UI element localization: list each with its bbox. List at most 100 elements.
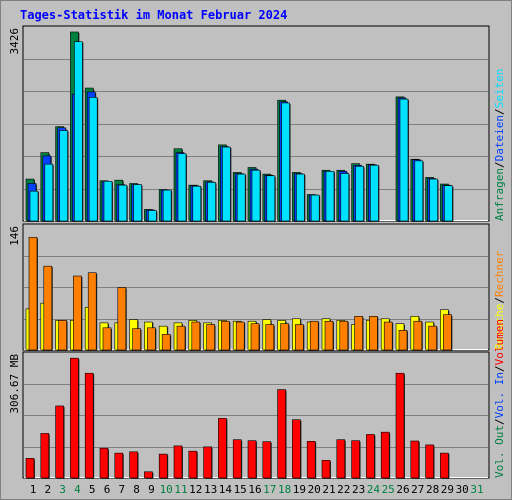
bar-volumen-day-5 (84, 372, 94, 479)
x-tick-label-21: 21 (322, 483, 335, 496)
x-tick-label-25: 25 (382, 483, 395, 496)
bar-volumen-day-29 (440, 452, 449, 479)
legend-entry-vol-out: Vol. Out (493, 425, 506, 478)
x-tick-label-13: 13 (204, 483, 217, 496)
bar-seiten-day-6 (103, 180, 113, 222)
x-tick-label-28: 28 (426, 483, 439, 496)
bar-seiten-day-20 (310, 194, 320, 222)
bar-volumen-day-19 (292, 419, 301, 479)
bar-rechner-day-13 (206, 324, 215, 351)
y-max-label-top: 3426 (8, 28, 21, 55)
bar-seiten-day-26 (399, 98, 409, 222)
bar-volumen-day-18 (277, 389, 286, 479)
bar-rechner-day-21 (324, 320, 334, 351)
bar-volumen-day-13 (203, 446, 212, 479)
bar-seiten-day-7 (118, 184, 128, 222)
bar-rechner-day-5 (87, 272, 97, 351)
legend-entry-dateien: Dateien (493, 115, 506, 161)
bar-volumen-day-2 (40, 433, 50, 479)
x-tick-label-1: 1 (30, 483, 37, 496)
x-tick-label-9: 9 (148, 483, 155, 496)
bar-rechner-day-7 (117, 287, 127, 351)
x-tick-label-22: 22 (337, 483, 350, 496)
legend-entry-seiten: Seiten (493, 69, 506, 109)
bar-rechner-day-6 (102, 327, 112, 351)
bar-rechner-day-24 (369, 316, 378, 351)
bar-rechner-day-15 (235, 321, 245, 351)
x-tick-label-23: 23 (352, 483, 365, 496)
x-tick-label-16: 16 (248, 483, 261, 496)
x-tick-label-7: 7 (118, 483, 125, 496)
bar-rechner-day-20 (309, 320, 319, 351)
bar-volumen-day-12 (188, 450, 198, 479)
bar-volumen-day-3 (55, 405, 64, 479)
bar-rechner-day-3 (58, 320, 67, 351)
bar-seiten-day-2 (44, 163, 54, 222)
bar-seiten-day-15 (236, 173, 246, 222)
bar-rechner-day-19 (295, 324, 304, 351)
bar-volumen-day-17 (262, 441, 272, 479)
bar-seiten-day-11 (177, 153, 187, 222)
chart-title: Tages-Statistik im Monat Februar 2024 (20, 8, 288, 22)
bar-volumen-day-28 (425, 444, 434, 479)
bar-seiten-day-29 (444, 185, 453, 222)
bar-volumen-day-8 (129, 451, 138, 479)
y-max-label-middle: 146 (8, 226, 21, 246)
bar-seiten-day-22 (340, 173, 350, 222)
bar-seiten-day-18 (281, 102, 290, 222)
y-max-label-bottom: 306.67 MB (8, 354, 21, 414)
x-tick-label-5: 5 (89, 483, 96, 496)
legend-top: Anfragen/Dateien/Seiten (493, 69, 506, 221)
bar-rechner-day-9 (147, 327, 156, 351)
bar-volumen-day-27 (410, 440, 420, 479)
x-tick-label-6: 6 (104, 483, 111, 496)
bar-seiten-day-8 (133, 184, 142, 222)
bar-rechner-day-10 (161, 334, 171, 351)
bar-volumen-day-9 (144, 471, 153, 479)
bar-seiten-day-16 (251, 169, 261, 222)
bar-volumen-day-4 (70, 357, 79, 479)
x-tick-label-3: 3 (59, 483, 66, 496)
bar-rechner-day-11 (176, 325, 186, 351)
bar-rechner-day-1 (28, 237, 38, 351)
legend-middle: Besuche/Rechner (493, 250, 506, 350)
x-tick-label-10: 10 (160, 483, 173, 496)
x-tick-label-14: 14 (219, 483, 233, 496)
bar-volumen-day-23 (351, 440, 360, 479)
x-tick-label-4: 4 (74, 483, 81, 496)
bar-volumen-day-14 (218, 418, 227, 479)
x-tick-label-17: 17 (263, 483, 276, 496)
bar-seiten-day-27 (414, 160, 424, 222)
legend-entry-volumen: Volumen (493, 319, 506, 365)
bar-rechner-day-25 (383, 321, 393, 351)
legend-separator: / (493, 365, 506, 372)
x-tick-label-31: 31 (470, 483, 483, 496)
legend-entry-anfragen: Anfragen (493, 168, 506, 221)
x-tick-label-29: 29 (441, 483, 454, 496)
bar-volumen-day-10 (158, 453, 168, 479)
bar-rechner-day-18 (280, 323, 289, 351)
bar-seiten-day-5 (88, 97, 98, 222)
bar-volumen-day-20 (306, 441, 316, 479)
bar-volumen-day-24 (366, 434, 375, 479)
legend-bottom: Vol. Out/Vol. In/Volumen (493, 319, 506, 478)
bar-rechner-day-26 (398, 329, 408, 351)
bar-rechner-day-4 (73, 275, 82, 351)
bar-seiten-day-13 (207, 182, 216, 222)
bar-volumen-day-1 (25, 458, 35, 479)
bar-rechner-day-16 (250, 323, 260, 351)
bar-rechner-day-28 (428, 325, 437, 351)
legend-entry-vol-in: Vol. In (493, 372, 506, 418)
bar-rechner-day-17 (265, 324, 275, 351)
x-tick-label-11: 11 (174, 483, 187, 496)
bar-volumen-day-25 (380, 431, 390, 479)
bar-volumen-day-15 (232, 439, 242, 479)
x-tick-label-26: 26 (396, 483, 409, 496)
bar-seiten-day-10 (162, 189, 172, 222)
x-tick-label-27: 27 (411, 483, 424, 496)
bar-seiten-day-28 (429, 178, 438, 222)
bar-seiten-day-21 (325, 171, 335, 222)
legend-separator: / (493, 297, 506, 304)
bar-volumen-day-7 (114, 452, 124, 479)
